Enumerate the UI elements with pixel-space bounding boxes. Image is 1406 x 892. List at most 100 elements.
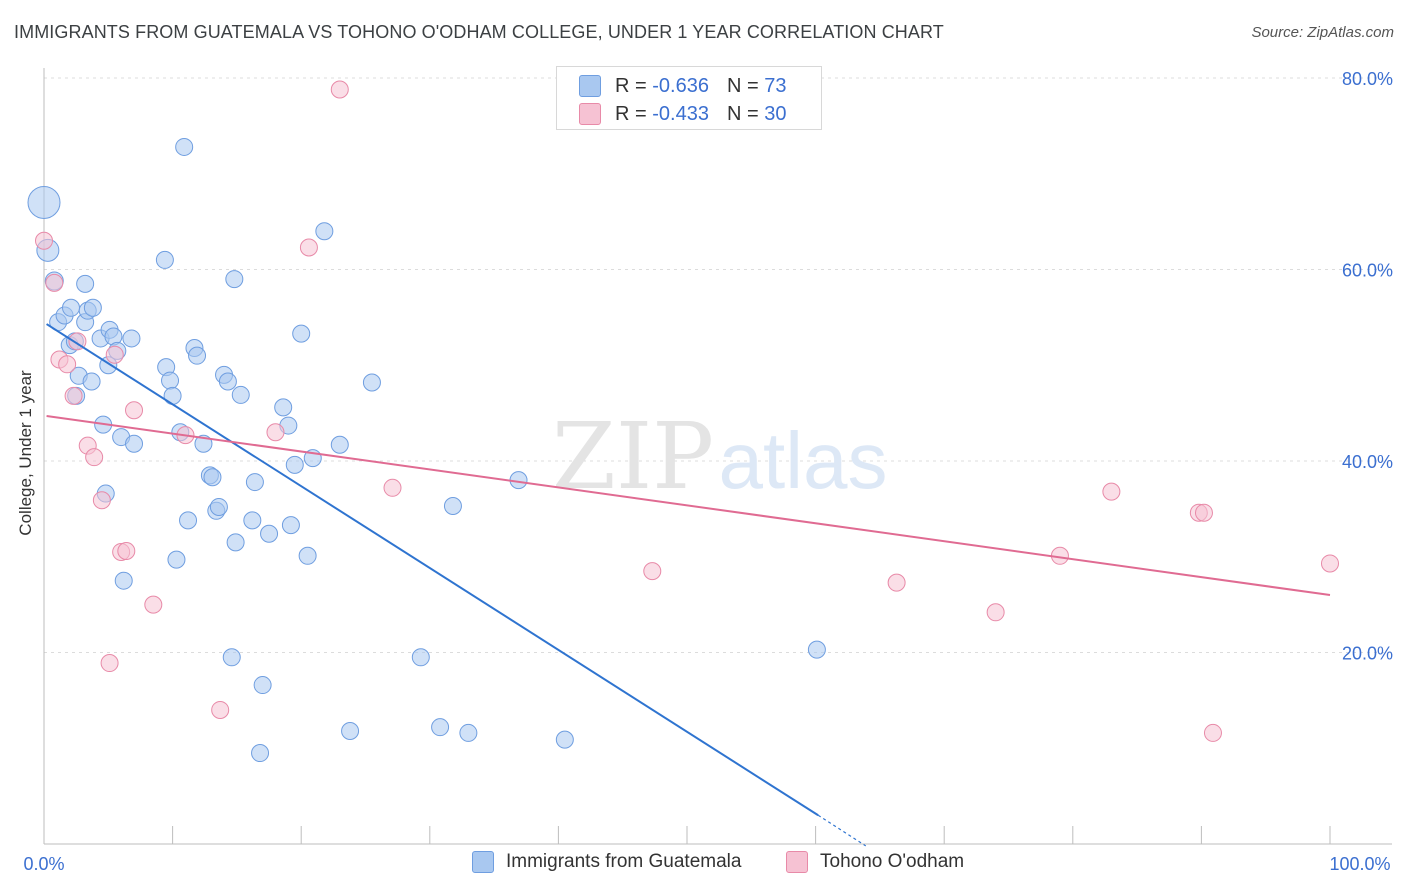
point-guatemala [245, 473, 264, 492]
point-tohono [117, 542, 136, 561]
legend-item-tohono: Tohono O'odham [786, 851, 964, 873]
point-tohono [986, 603, 1005, 622]
point-tohono [211, 700, 230, 719]
point-guatemala [27, 185, 61, 219]
point-tohono [144, 595, 163, 614]
point-guatemala [298, 546, 317, 565]
point-tohono [92, 491, 111, 510]
point-guatemala [179, 511, 198, 530]
watermark-zip: ZIP [552, 403, 714, 510]
point-tohono [105, 345, 124, 364]
y-tick-label: 20.0% [1342, 644, 1393, 664]
point-guatemala [194, 434, 213, 453]
point-tohono [643, 562, 662, 581]
legend-n-label: N = [726, 74, 759, 97]
point-tohono [383, 478, 402, 497]
point-tohono [1194, 503, 1213, 522]
y-tick-label: 40.0% [1342, 452, 1393, 472]
point-tohono [100, 654, 119, 673]
point-guatemala [163, 386, 182, 405]
point-tohono [85, 448, 104, 467]
legend-swatch-guatemala [472, 851, 494, 873]
legend-r-value: -0.636 [652, 74, 709, 97]
point-guatemala [83, 298, 102, 317]
point-guatemala [362, 373, 381, 392]
y-tick-label: 60.0% [1342, 261, 1393, 281]
point-guatemala [251, 744, 270, 763]
point-tohono [1203, 723, 1222, 742]
point-tohono [45, 273, 64, 292]
chart-title: IMMIGRANTS FROM GUATEMALA VS TOHONO O'OD… [14, 22, 944, 42]
point-guatemala [555, 730, 574, 749]
point-tohono [125, 401, 144, 420]
point-guatemala [285, 455, 304, 474]
legend-n-value: 30 [764, 102, 787, 125]
legend-r-label: R = [615, 102, 647, 125]
source-credit: Source: ZipAtlas.com [1251, 24, 1394, 41]
trend-line-tohono [46, 415, 1331, 597]
legend-swatch-guatemala [579, 75, 601, 97]
point-guatemala [231, 385, 250, 404]
point-tohono [330, 80, 349, 99]
point-guatemala [114, 571, 133, 590]
point-guatemala [341, 722, 360, 741]
point-guatemala [274, 398, 293, 417]
point-tohono [266, 423, 285, 442]
point-tohono [35, 231, 53, 250]
legend-label-guatemala: Immigrants from Guatemala [506, 851, 742, 872]
point-guatemala [292, 324, 311, 343]
watermark: ZIP atlas [552, 403, 888, 510]
watermark-atlas: atlas [719, 416, 888, 505]
point-guatemala [161, 371, 180, 390]
legend-swatch-tohono [579, 103, 601, 125]
point-guatemala [167, 550, 186, 569]
tick-labels: 20.0% 40.0% 60.0% 80.0% 0.0% 100.0% [23, 69, 1393, 874]
point-guatemala [218, 372, 237, 391]
point-guatemala [253, 676, 272, 695]
point-guatemala [330, 435, 349, 454]
point-guatemala [315, 222, 334, 241]
point-guatemala [122, 329, 141, 348]
point-guatemala [243, 511, 262, 530]
point-guatemala [155, 250, 174, 269]
legend-item-guatemala: Immigrants from Guatemala [472, 851, 741, 873]
point-tohono [1102, 482, 1121, 501]
x-tick-label: 0.0% [23, 854, 64, 874]
point-guatemala [260, 524, 279, 543]
y-tick-label: 80.0% [1342, 69, 1393, 89]
x-tick-label: 100.0% [1329, 854, 1390, 874]
point-guatemala [62, 298, 81, 317]
point-tohono [887, 573, 906, 592]
point-tohono [64, 386, 83, 405]
point-guatemala [226, 533, 245, 552]
trend-extension-guatemala [817, 814, 867, 847]
point-guatemala [76, 274, 95, 293]
legend-n-label: N = [726, 102, 759, 125]
point-tohono [58, 355, 77, 374]
point-tohono [299, 238, 318, 257]
point-guatemala [82, 372, 101, 391]
y-axis-label: College, Under 1 year [16, 370, 35, 536]
legend-r-value: -0.433 [652, 102, 709, 125]
point-guatemala [225, 270, 244, 289]
legend-r-label: R = [615, 74, 647, 97]
legend-row-tohono: R = -0.433 N = 30 [579, 102, 786, 126]
legend-label-tohono: Tohono O'odham [820, 851, 965, 872]
legend-swatch-tohono [786, 851, 808, 873]
point-guatemala [209, 497, 228, 516]
point-guatemala [125, 434, 144, 453]
legend-row-guatemala: R = -0.636 N = 73 [579, 74, 786, 98]
point-tohono [1321, 554, 1339, 573]
trend-line-guatemala [46, 323, 819, 817]
legend-n-value: 73 [764, 74, 787, 97]
data-points [27, 80, 1339, 763]
point-guatemala [807, 640, 826, 659]
trend-lines [46, 323, 1331, 847]
point-guatemala [222, 648, 241, 667]
point-guatemala [203, 468, 222, 487]
point-guatemala [459, 723, 478, 742]
grid-lines [44, 77, 1392, 653]
stats-legend: R = -0.636 N = 73 R = -0.433 N = 30 [556, 66, 822, 130]
point-guatemala [443, 497, 462, 516]
